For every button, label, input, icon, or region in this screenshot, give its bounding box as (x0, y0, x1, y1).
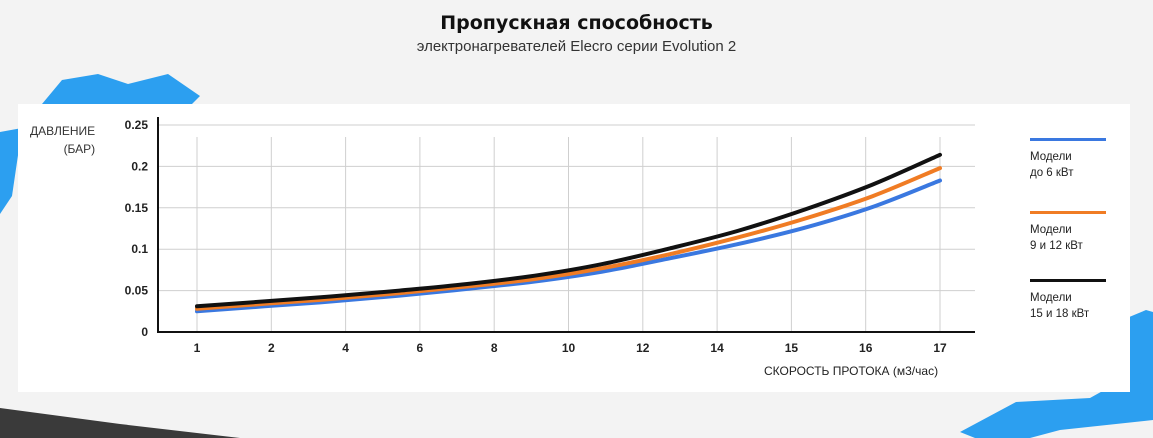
x-tick-label-5: 10 (562, 341, 576, 355)
blue-shape-bottom-right (960, 378, 1153, 438)
legend-label-series-1-line-2: до 6 кВт (1030, 167, 1074, 179)
legend-swatch-series-3 (1030, 279, 1106, 282)
dark-shape-bottom-left (0, 408, 240, 438)
x-tick-label-0: 1 (194, 341, 201, 355)
legend-label-series-2-line-2: 9 и 12 кВт (1030, 240, 1083, 252)
x-tick-label-3: 6 (417, 341, 424, 355)
legend-item-series-2: Модели 9 и 12 кВт (1030, 211, 1120, 254)
y-axis-label: ДАВЛЕНИЕ (БАР) (30, 122, 95, 158)
legend-swatch-series-2 (1030, 211, 1106, 214)
x-tick-label-7: 14 (710, 341, 724, 355)
blue-shape-left (0, 128, 22, 214)
chart-subtitle: электронагревателей Elecro серии Evoluti… (416, 38, 737, 55)
series-line-3 (195, 152, 942, 309)
x-tick-label-4: 8 (491, 341, 498, 355)
legend-swatch-series-1 (1030, 138, 1106, 141)
y-tick-label-0: 0 (141, 325, 148, 339)
x-tick-label-8: 15 (785, 341, 799, 355)
legend-label-series-2-line-1: Модели (1030, 224, 1072, 236)
y-tick-label-1: 0.05 (125, 284, 149, 298)
x-tick-label-1: 2 (268, 341, 275, 355)
x-tick-label-9: 16 (859, 341, 873, 355)
legend-label-series-3-line-1: Модели (1030, 292, 1072, 304)
y-tick-label-5: 0.25 (125, 118, 149, 132)
y-tick-label-2: 0.1 (131, 242, 148, 256)
y-axis-label-line-1: ДАВЛЕНИЕ (30, 124, 96, 138)
x-tick-label-2: 4 (342, 341, 349, 355)
x-axis-label: СКОРОСТЬ ПРОТОКА (м3/час) (764, 364, 939, 378)
legend-item-series-3: Модели 15 и 18 кВт (1030, 279, 1120, 322)
x-tick-label-10: 17 (933, 341, 947, 355)
y-tick-label-4: 0.2 (131, 159, 148, 173)
series-line-2 (195, 166, 942, 311)
legend-label-series-1-line-1: Модели (1030, 151, 1072, 163)
legend-label-series-3-line-2: 15 и 18 кВт (1030, 308, 1090, 320)
chart-panel (18, 104, 1130, 392)
series-line-1 (195, 178, 942, 314)
y-axis-label-line-2: (БАР) (63, 142, 96, 156)
blue-shape-top-left (42, 74, 200, 104)
x-tick-label-6: 12 (636, 341, 650, 355)
chart-title: Пропускная способность (440, 12, 713, 34)
y-tick-label-3: 0.15 (125, 201, 149, 215)
legend-item-series-1: Модели до 6 кВт (1030, 138, 1120, 181)
